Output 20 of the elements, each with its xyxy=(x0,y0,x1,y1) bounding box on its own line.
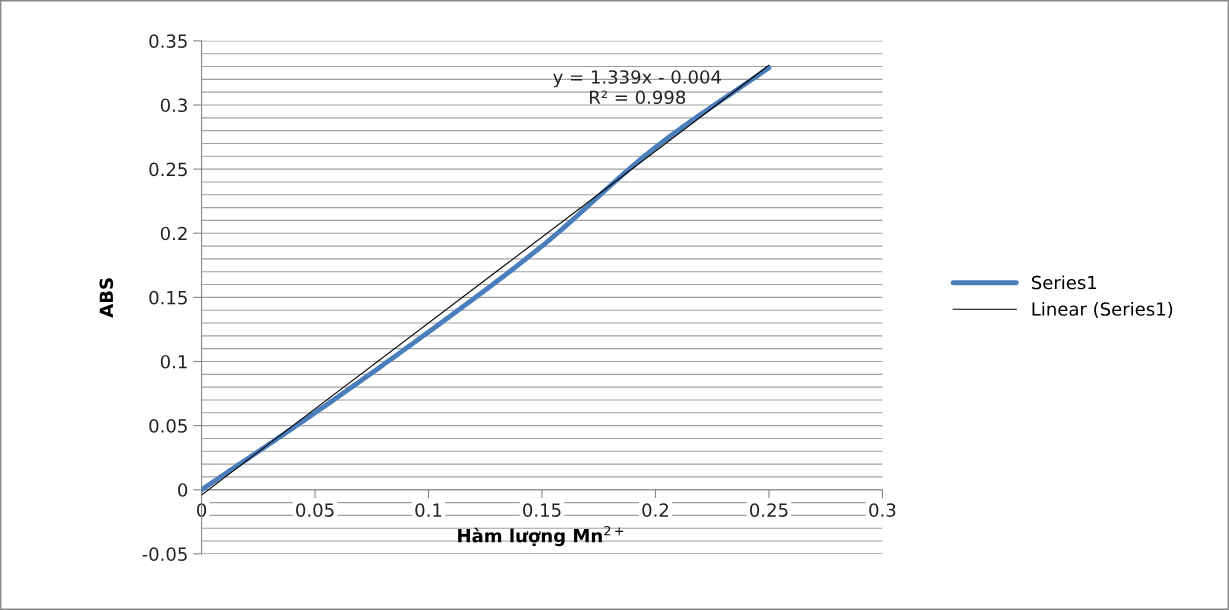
y-tick-label: 0.25 xyxy=(149,162,187,177)
y-tick-label: 0.3 xyxy=(160,98,187,113)
y-tick-label: 0.15 xyxy=(149,290,187,305)
x-tick-label: 0.1 xyxy=(415,503,442,517)
x-tick-label: 0.2 xyxy=(642,503,669,517)
y-tick-label: 0 xyxy=(178,483,188,497)
x-axis-title: Hàm lượng Mn$^{2+}$ xyxy=(458,525,624,547)
legend-label: Series1 xyxy=(1031,275,1097,290)
y-tick-label: 0.35 xyxy=(149,34,187,48)
x-tick-label: 0.3 xyxy=(869,503,896,517)
legend-label: Linear (Series1) xyxy=(1032,301,1173,318)
y-tick-label: 0.1 xyxy=(160,354,187,369)
y-tick-label: 0.05 xyxy=(149,419,187,433)
x-tick-label: 0.05 xyxy=(296,503,334,517)
y-tick-label: -0.05 xyxy=(142,547,187,561)
annotation: y = 1.339x - 0.004 R² = 0.998 xyxy=(553,70,721,105)
x-tick-label: 0.15 xyxy=(523,503,561,517)
y-tick-label: 0.2 xyxy=(160,226,187,241)
y-axis-title: ABS xyxy=(99,278,114,318)
x-tick-label: 0.25 xyxy=(750,503,788,517)
